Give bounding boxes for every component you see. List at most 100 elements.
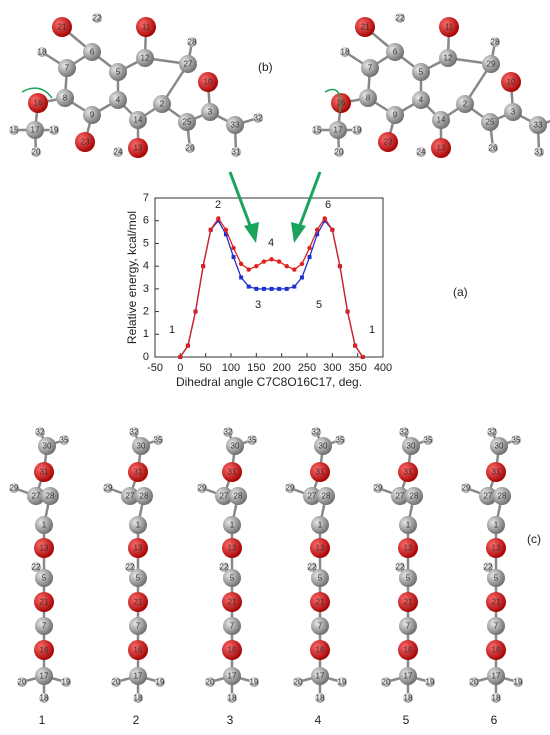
atom-label: 35 xyxy=(248,436,257,445)
annotation: 4 xyxy=(268,237,274,249)
atom xyxy=(129,667,147,685)
atom-label: 27 xyxy=(308,492,317,501)
atom-label: 13 xyxy=(316,544,325,553)
atom-label: 18 xyxy=(316,694,325,703)
marker xyxy=(352,343,358,348)
atom-label: 19 xyxy=(338,678,347,687)
atom xyxy=(378,132,398,152)
atom-label: 17 xyxy=(228,672,237,681)
atom-label: 13 xyxy=(437,144,446,153)
atom-label: 30 xyxy=(43,442,52,451)
atom-label: 31 xyxy=(492,468,501,477)
x-tick-label: 300 xyxy=(323,362,341,374)
atom-label: 17 xyxy=(40,672,49,681)
atom-label: 21 xyxy=(228,598,237,607)
panel-label: (c) xyxy=(527,532,541,546)
atom xyxy=(403,693,413,703)
atom-label: 7 xyxy=(42,622,47,631)
atom xyxy=(391,487,409,505)
atom-label: 22 xyxy=(220,563,229,572)
marker xyxy=(200,263,206,269)
atom-label: 16 xyxy=(492,646,501,655)
marker xyxy=(238,261,244,267)
atom xyxy=(337,677,347,687)
atom xyxy=(501,72,521,92)
atom xyxy=(223,617,241,635)
atom-label: 28 xyxy=(322,492,331,501)
atom-label: 32 xyxy=(224,428,233,437)
atom xyxy=(361,59,379,77)
atom-label: 1 xyxy=(406,521,411,530)
atom-label: 7 xyxy=(406,622,411,631)
x-tick-label: 250 xyxy=(298,362,316,374)
annotation: 6 xyxy=(325,199,331,211)
atom xyxy=(129,516,147,534)
atom xyxy=(34,640,54,660)
atom-label: 17 xyxy=(334,126,343,135)
conformer-label: 4 xyxy=(315,713,322,727)
atom xyxy=(135,487,153,505)
atom xyxy=(285,483,295,493)
atom-label: 16 xyxy=(316,646,325,655)
atom-label: 19 xyxy=(250,678,259,687)
atom xyxy=(35,569,53,587)
marker xyxy=(315,232,320,237)
annotation: 1 xyxy=(169,324,175,336)
atom-label: 1 xyxy=(42,521,47,530)
atom-label: 10 xyxy=(507,78,516,87)
atom-label: 32 xyxy=(312,428,321,437)
rotation-arrows xyxy=(21,87,342,113)
atom xyxy=(355,17,375,37)
atom xyxy=(35,617,53,635)
atom-label: 6 xyxy=(90,48,95,57)
atom-label: 33 xyxy=(231,121,240,130)
atom xyxy=(317,487,335,505)
atom-label: 21 xyxy=(492,598,501,607)
atom-label: 16 xyxy=(134,646,143,655)
atom xyxy=(83,106,101,124)
marker xyxy=(178,354,183,360)
atom xyxy=(439,49,457,67)
arrow-head xyxy=(291,222,306,243)
marker xyxy=(216,218,221,223)
atom-label: 29 xyxy=(198,484,207,493)
atom-label: 35 xyxy=(512,436,521,445)
atom xyxy=(487,516,505,534)
atom xyxy=(386,106,404,124)
atom xyxy=(312,125,322,135)
atom-label: 13 xyxy=(228,544,237,553)
atom xyxy=(56,89,74,107)
y-tick-label: 0 xyxy=(143,351,149,363)
atom-label: 7 xyxy=(65,64,70,73)
marker xyxy=(284,263,289,269)
atom-label: 22 xyxy=(32,563,41,572)
marker xyxy=(292,284,297,289)
atom xyxy=(227,693,237,703)
x-tick-label: 350 xyxy=(348,362,366,374)
atom xyxy=(399,516,417,534)
atom xyxy=(153,435,163,445)
marker xyxy=(261,259,267,264)
atom-label: 21 xyxy=(404,598,413,607)
atom xyxy=(35,427,45,437)
atom xyxy=(482,55,500,73)
atom-label: 31 xyxy=(535,148,544,157)
marker xyxy=(223,227,229,232)
marker xyxy=(314,227,320,232)
atom xyxy=(395,562,405,572)
atom-label: 1 xyxy=(494,521,499,530)
marker xyxy=(254,286,259,291)
atom-label: 19 xyxy=(50,126,59,135)
atom-label: 7 xyxy=(318,622,323,631)
atom-label: 5 xyxy=(42,574,47,583)
atom xyxy=(398,538,418,558)
marker xyxy=(239,275,244,280)
atom xyxy=(179,55,197,73)
atom-label: 7 xyxy=(136,622,141,631)
atom-label: 18 xyxy=(228,694,237,703)
atom-label: 20 xyxy=(112,678,121,687)
atom-label: 27 xyxy=(126,492,135,501)
atom xyxy=(307,562,317,572)
atom xyxy=(487,427,497,437)
atom xyxy=(398,592,418,612)
